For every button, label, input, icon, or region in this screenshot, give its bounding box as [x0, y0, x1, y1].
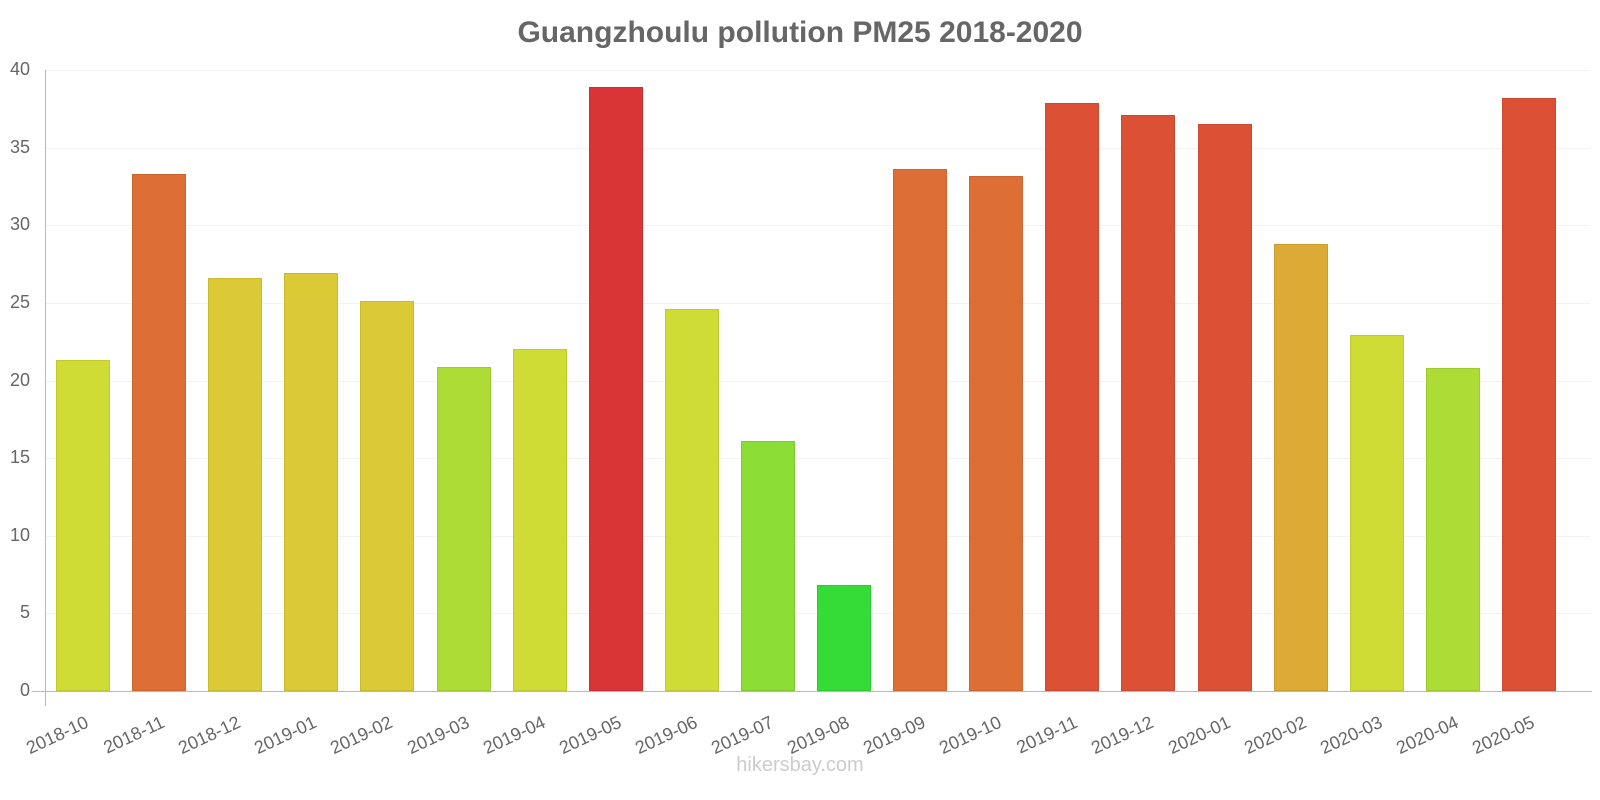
bar-2019-01[interactable]: [284, 273, 339, 691]
bar-2020-03[interactable]: [1349, 335, 1404, 691]
y-tick-label: 25: [9, 291, 30, 312]
gridline: [46, 535, 1590, 537]
y-tick-label: 40: [9, 59, 30, 79]
bar-2020-04[interactable]: [1425, 368, 1480, 691]
bar-2019-12[interactable]: [1121, 115, 1176, 691]
y-tick-label: 0: [19, 680, 30, 700]
bar-2019-07[interactable]: [740, 441, 795, 691]
y-tick-label: 5: [19, 602, 30, 623]
y-tick-label: 35: [9, 136, 30, 157]
gridline: [46, 147, 1590, 149]
bar-2019-03[interactable]: [436, 366, 491, 691]
y-axis-line: [45, 70, 46, 706]
bar-2019-10[interactable]: [969, 175, 1024, 691]
y-tick-label: 20: [9, 369, 30, 390]
bar-2020-02[interactable]: [1273, 243, 1328, 691]
bar-2019-06[interactable]: [664, 309, 719, 691]
bar-2020-05[interactable]: [1501, 97, 1556, 691]
bar-2020-01[interactable]: [1197, 124, 1252, 691]
watermark: hikersbay.com: [736, 754, 864, 776]
chart-title: Guangzhoulu pollution PM25 2018-2020: [517, 16, 1083, 49]
bar-2019-11[interactable]: [1045, 102, 1100, 691]
gridline: [46, 225, 1590, 227]
bar-2018-12[interactable]: [208, 278, 263, 691]
gridline: [46, 380, 1590, 382]
gridline: [46, 70, 1590, 71]
bar-2018-11[interactable]: [132, 174, 187, 691]
gridline: [46, 302, 1590, 304]
bar-2018-10[interactable]: [56, 360, 110, 691]
bar-2019-02[interactable]: [360, 301, 415, 691]
bar-2019-08[interactable]: [817, 585, 871, 691]
bar-2019-05[interactable]: [588, 87, 643, 691]
bar-2019-04[interactable]: [512, 349, 567, 691]
plot-area: [46, 70, 1590, 691]
y-tick-label: 15: [9, 447, 30, 468]
gridline: [46, 458, 1590, 460]
bar-2019-09[interactable]: [893, 169, 948, 691]
y-tick-label: 30: [9, 214, 30, 235]
x-axis-line: [32, 691, 1592, 692]
y-tick-label: 10: [9, 524, 30, 545]
